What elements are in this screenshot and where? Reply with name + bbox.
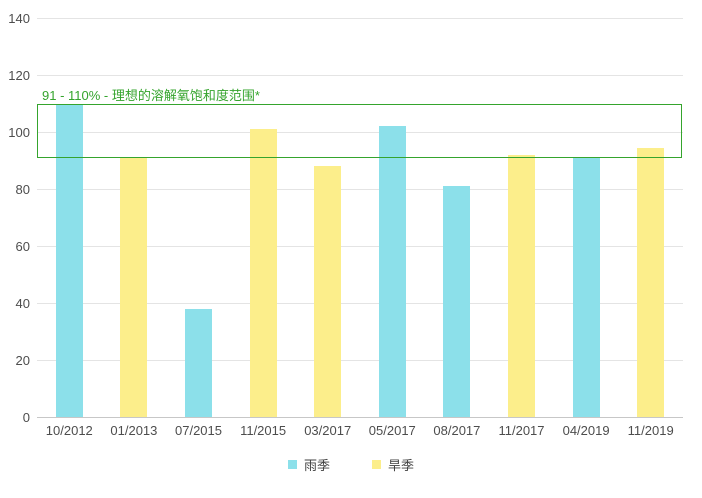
y-axis-label: 80: [15, 182, 30, 197]
gridline: [37, 189, 683, 190]
bar-07/2015[interactable]: [185, 308, 212, 417]
y-axis-label: 20: [15, 353, 30, 368]
x-axis-label: 11/2015: [240, 423, 287, 438]
x-axis-label: 01/2013: [110, 423, 158, 438]
bar-03/2017[interactable]: [314, 166, 342, 417]
x-axis-label: 05/2017: [368, 423, 416, 438]
x-axis-line: [37, 417, 683, 418]
legend-swatch-icon: [287, 460, 297, 469]
gridline: [37, 246, 683, 247]
legend-label: 旱季: [388, 458, 415, 473]
x-axis-label: 11/2017: [498, 423, 545, 438]
x-axis-label: 04/2019: [562, 423, 610, 438]
ideal-range-box: [37, 103, 682, 158]
gridline: [37, 303, 683, 304]
bar-11/2017[interactable]: [508, 154, 535, 417]
y-axis-label: 120: [8, 68, 30, 83]
y-axis-label: 0: [22, 410, 30, 425]
bar-04/2019[interactable]: [572, 157, 600, 417]
gridline: [37, 360, 683, 361]
legend-swatch-icon: [372, 460, 381, 469]
x-axis-label: 07/2015: [175, 423, 222, 438]
x-axis-label: 10/2012: [45, 423, 93, 438]
bar-05/2017[interactable]: [378, 126, 406, 417]
y-axis-label: 140: [8, 11, 30, 26]
y-axis-label: 60: [15, 239, 30, 254]
gridline: [37, 75, 683, 76]
bar-11/2019[interactable]: [637, 147, 665, 417]
bar-11/2015[interactable]: [249, 129, 277, 417]
ideal-range-label: 91 - 110% - 理想的溶解氧饱和度范围*: [42, 88, 260, 103]
legend-label: 雨季: [303, 458, 330, 473]
bar-08/2017[interactable]: [443, 186, 471, 417]
y-axis-label: 100: [8, 125, 30, 140]
gridline: [37, 132, 683, 133]
gridline: [37, 18, 683, 19]
legend-item-雨季[interactable]: 雨季: [287, 455, 330, 474]
x-axis-label: 11/2019: [627, 423, 674, 438]
legend-item-旱季[interactable]: 旱季: [372, 455, 414, 474]
y-axis-label: 40: [15, 296, 30, 311]
bar-01/2013[interactable]: [120, 157, 148, 417]
x-axis-label: 03/2017: [304, 423, 352, 438]
legend: 雨季 旱季: [0, 455, 702, 474]
x-axis-label: 08/2017: [433, 423, 481, 438]
